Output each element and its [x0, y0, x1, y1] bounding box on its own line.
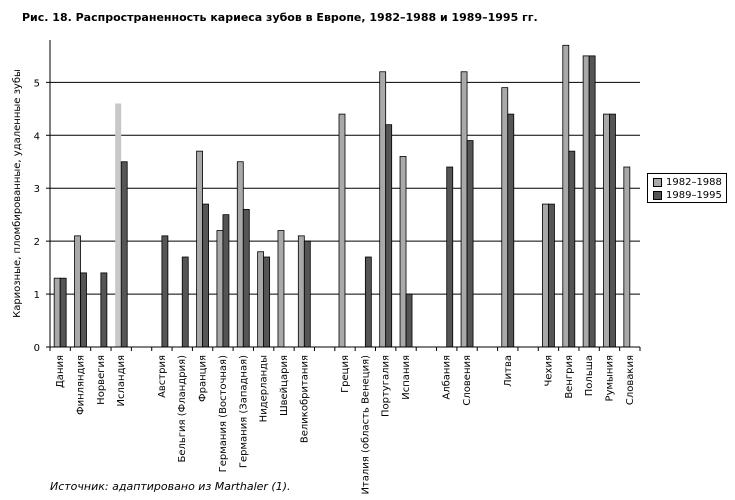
- bar-series2: [120, 161, 128, 348]
- x-tick-label: Албания: [442, 355, 453, 400]
- legend-label-1: 1982–1988: [666, 176, 722, 188]
- x-tick-label: Словакия: [625, 355, 636, 405]
- bar-series2: [59, 277, 67, 348]
- legend-item-2: 1989–1995: [653, 189, 722, 201]
- legend: 1982–1988 1989–1995: [647, 173, 727, 203]
- legend-swatch-2: [653, 190, 662, 200]
- bar-series1: [297, 235, 305, 348]
- bar-series2: [385, 124, 393, 348]
- bar-series2: [405, 293, 413, 348]
- bar-series1: [74, 235, 81, 348]
- x-tick-label: Румыния: [604, 355, 615, 401]
- y-axis-label: Кариозные, пломбированные, удаленные зуб…: [12, 69, 23, 318]
- bar-series2: [548, 203, 555, 348]
- bar-series1: [562, 44, 570, 348]
- bar-series2: [446, 166, 454, 348]
- x-tick-label: Великобритания: [299, 355, 310, 443]
- bar-series1: [623, 166, 631, 348]
- x-tick-label: Литва: [503, 355, 514, 387]
- bar-series1: [582, 55, 590, 348]
- y-tick-label: 1: [34, 290, 40, 301]
- bar-series1: [460, 71, 468, 348]
- x-tick-label: Словения: [462, 355, 473, 406]
- legend-item-1: 1982–1988: [653, 176, 722, 188]
- x-tick-label: Швейцария: [279, 355, 290, 416]
- bar-series2: [609, 113, 616, 348]
- x-tick-label: Исландия: [116, 355, 127, 406]
- bar-series2: [222, 214, 230, 348]
- bar-series1: [542, 203, 549, 348]
- x-tick-label: Финляндия: [76, 355, 87, 415]
- y-tick-label: 4: [34, 131, 40, 142]
- bar-series1: [277, 230, 285, 348]
- source-note: Источник: адаптировано из Marthaler (1).: [50, 480, 291, 493]
- x-tick-label: Греция: [340, 355, 351, 393]
- x-tick-label: Норвегия: [96, 355, 107, 405]
- bar-series2: [263, 256, 271, 348]
- bar-series1: [338, 113, 346, 348]
- bar-series1: [53, 277, 61, 348]
- bar-series2: [303, 240, 311, 348]
- bar-series2: [181, 256, 189, 348]
- y-tick-label: 2: [34, 237, 40, 248]
- bar-series1: [196, 150, 203, 348]
- x-tick-label: Португалия: [381, 355, 392, 417]
- bar-series1: [216, 230, 224, 348]
- x-tick-label: Германия (Западная): [238, 355, 249, 468]
- x-tick-label: Дания: [55, 355, 66, 388]
- y-tick-label: 3: [34, 184, 40, 195]
- legend-swatch-1: [653, 177, 662, 187]
- x-tick-label: Польша: [584, 355, 595, 396]
- x-tick-label: Италия (область Венеция): [360, 355, 371, 495]
- x-tick-label: Бельгия (Фландрия): [177, 355, 188, 463]
- bar-series1: [501, 87, 509, 348]
- bar-series1: [399, 156, 407, 348]
- x-tick-label: Франция: [198, 355, 209, 402]
- bar-series1: [379, 71, 387, 348]
- bar-series1: [236, 161, 244, 348]
- bar-series2: [364, 256, 372, 348]
- y-tick-label: 0: [34, 343, 40, 354]
- x-tick-label: Венгрия: [564, 355, 575, 399]
- legend-label-2: 1989–1995: [666, 189, 722, 201]
- x-tick-label: Испания: [401, 355, 412, 400]
- bar-series2: [588, 55, 596, 348]
- chart-title: Рис. 18. Распространенность кариеса зубо…: [22, 11, 538, 24]
- bar-series2: [568, 150, 576, 348]
- x-tick-label: Германия (Восточная): [218, 355, 229, 472]
- bar-series2: [507, 113, 515, 348]
- x-tick-label: Нидерланды: [259, 355, 270, 422]
- bar-series2: [100, 272, 108, 348]
- bar-series2: [80, 272, 87, 348]
- bar-series1: [115, 103, 122, 347]
- bar-series2: [242, 208, 250, 348]
- x-tick-label: Чехия: [543, 355, 554, 386]
- bar-series2: [202, 203, 209, 348]
- bar-series1: [603, 113, 610, 348]
- bar-series2: [466, 140, 474, 348]
- y-tick-label: 5: [34, 78, 40, 89]
- bar-series1: [257, 251, 265, 348]
- x-tick-label: Австрия: [157, 355, 168, 398]
- bar-series2: [161, 235, 169, 348]
